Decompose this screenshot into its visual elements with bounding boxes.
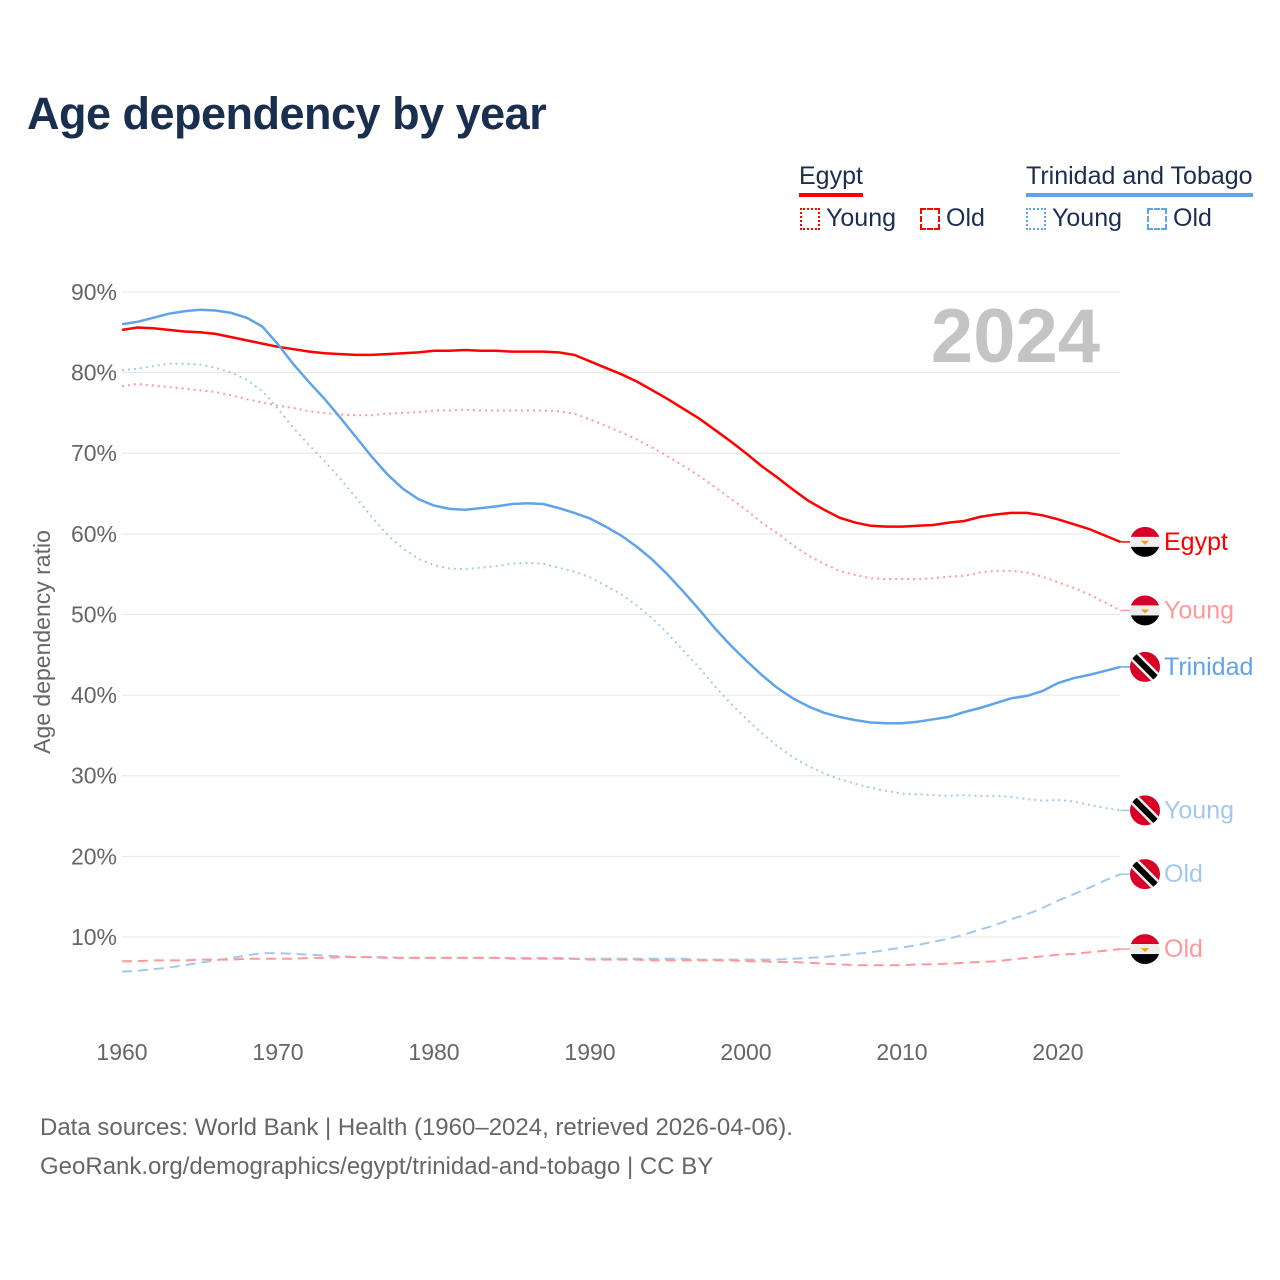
x-tick-label: 1990	[564, 1039, 615, 1065]
series-line-trinidad-and-tobago-old	[121, 873, 1121, 973]
trinidad-flag-icon	[1130, 859, 1160, 890]
y-tick-label: 40%	[71, 682, 117, 708]
end-label: Old	[1164, 935, 1203, 963]
legend-label: Young	[826, 204, 896, 232]
y-tick-label: 90%	[71, 279, 117, 305]
legend-egypt-old: Old	[920, 204, 985, 233]
source-url[interactable]: GeoRank.org/demographics/egypt/trinidad-…	[40, 1153, 714, 1180]
y-tick-label: 80%	[71, 360, 117, 386]
egypt-flag-icon	[1130, 595, 1160, 626]
end-label: Egypt	[1164, 528, 1228, 556]
dotted-swatch-icon	[1026, 207, 1046, 230]
y-tick-label: 30%	[71, 763, 117, 789]
legend-label: Young	[1052, 204, 1122, 232]
x-tick-label: 1960	[96, 1039, 147, 1065]
y-tick-label: 60%	[71, 521, 117, 547]
x-tick-label: 2000	[720, 1039, 771, 1065]
dashed-swatch-icon	[920, 207, 940, 230]
series-line-trinidad-and-tobago-young	[121, 362, 1121, 812]
legend-trinidad-young: Young	[1026, 204, 1122, 233]
dashed-swatch-icon	[1147, 207, 1167, 230]
legend-egypt-young: Young	[800, 204, 896, 233]
x-tick-label: 2020	[1032, 1039, 1083, 1065]
series-line-egypt	[121, 326, 1121, 544]
legend-trinidad-old: Old	[1147, 204, 1212, 233]
line-chart: 10% 20% 30% 40% 50% 60% 70% 80% 90% 1960 1970 1980 1…	[29, 279, 1253, 1065]
x-tick-label: 1970	[252, 1039, 303, 1065]
series-line-trinidad-and-tobago	[121, 308, 1121, 725]
trinidad-flag-icon	[1130, 795, 1160, 826]
source-note: Data sources: World Bank | Health (1960–…	[40, 1108, 793, 1186]
x-tick-label: 1980	[408, 1039, 459, 1065]
series-line-egypt-young	[121, 382, 1121, 612]
end-label: Old	[1164, 860, 1203, 888]
x-tick-label: 2010	[876, 1039, 927, 1065]
legend-label: Old	[946, 204, 985, 232]
egypt-flag-icon	[1130, 934, 1160, 965]
y-tick-label: 50%	[71, 601, 117, 627]
y-axis-label: Age dependency ratio	[29, 530, 55, 754]
y-tick-label: 10%	[71, 924, 117, 950]
source-line: Data sources: World Bank | Health (1960–…	[40, 1114, 793, 1141]
legend-trinidad: Trinidad and Tobago	[1026, 162, 1253, 197]
year-badge: 2024	[931, 294, 1100, 379]
y-tick-label: 70%	[71, 440, 117, 466]
end-label: Trinidad	[1164, 653, 1253, 681]
y-tick-label: 20%	[71, 843, 117, 869]
legend-label: Old	[1173, 204, 1212, 232]
dotted-swatch-icon	[800, 207, 820, 230]
egypt-flag-icon	[1130, 526, 1160, 557]
legend-egypt: Egypt	[799, 162, 863, 197]
trinidad-flag-icon	[1130, 651, 1160, 682]
chart-title: Age dependency by year	[27, 88, 547, 139]
series-line-egypt-old	[122, 948, 1121, 967]
end-label: Young	[1164, 796, 1234, 824]
end-label: Young	[1164, 596, 1234, 624]
